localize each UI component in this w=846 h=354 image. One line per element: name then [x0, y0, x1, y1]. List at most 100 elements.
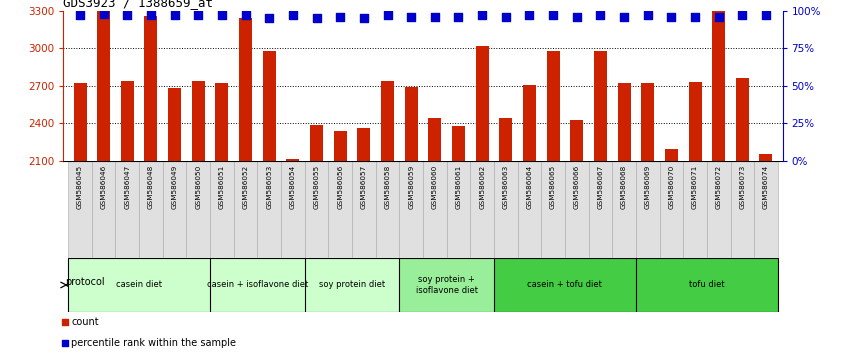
Text: count: count	[71, 317, 99, 327]
Point	[58, 341, 72, 346]
Text: GSM586052: GSM586052	[243, 165, 249, 209]
Bar	[233, 161, 257, 258]
Bar	[376, 161, 399, 258]
Text: GSM586069: GSM586069	[645, 165, 651, 209]
Point	[570, 14, 584, 19]
Point	[144, 12, 157, 18]
Bar	[494, 258, 636, 312]
Text: GSM586061: GSM586061	[455, 165, 461, 209]
Bar	[665, 149, 678, 161]
Point	[618, 14, 631, 19]
Bar	[470, 161, 494, 258]
Text: GSM586058: GSM586058	[385, 165, 391, 209]
Point	[97, 11, 111, 17]
Text: GSM586068: GSM586068	[621, 165, 627, 209]
Bar	[305, 161, 328, 258]
Text: GSM586071: GSM586071	[692, 165, 698, 209]
Bar	[570, 120, 583, 161]
Bar	[239, 18, 252, 161]
Point	[547, 12, 560, 18]
Text: casein diet: casein diet	[116, 280, 162, 290]
Text: GSM586045: GSM586045	[77, 165, 83, 209]
Text: GSM586051: GSM586051	[219, 165, 225, 209]
Bar	[641, 83, 654, 161]
Bar	[760, 154, 772, 161]
Bar	[404, 87, 418, 161]
Bar	[660, 161, 684, 258]
Text: GSM586053: GSM586053	[266, 165, 272, 209]
Text: GSM586056: GSM586056	[338, 165, 343, 209]
Point	[452, 14, 465, 19]
Bar	[97, 11, 110, 161]
Bar	[613, 161, 636, 258]
Bar	[689, 82, 701, 161]
Text: GSM586057: GSM586057	[361, 165, 367, 209]
Point	[594, 12, 607, 18]
Bar	[589, 161, 613, 258]
Bar	[541, 161, 565, 258]
Point	[310, 15, 323, 21]
Bar	[594, 51, 607, 161]
Bar	[92, 161, 116, 258]
Text: GSM586073: GSM586073	[739, 165, 745, 209]
Bar	[305, 258, 399, 312]
Text: GSM586060: GSM586060	[431, 165, 438, 209]
Bar	[145, 16, 157, 161]
Text: GSM586074: GSM586074	[763, 165, 769, 209]
Point	[665, 14, 678, 19]
Point	[404, 14, 418, 19]
Point	[475, 12, 489, 18]
Text: GSM586065: GSM586065	[550, 165, 556, 209]
Bar	[310, 125, 323, 161]
Point	[262, 15, 276, 21]
Bar	[162, 161, 186, 258]
Point	[641, 12, 655, 18]
Text: casein + isoflavone diet: casein + isoflavone diet	[206, 280, 308, 290]
Text: GSM586064: GSM586064	[526, 165, 532, 209]
Bar	[636, 161, 660, 258]
Text: GSM586059: GSM586059	[408, 165, 415, 209]
Bar	[263, 51, 276, 161]
Bar	[730, 161, 754, 258]
Text: GSM586050: GSM586050	[195, 165, 201, 209]
Bar	[352, 161, 376, 258]
Point	[689, 14, 702, 19]
Point	[239, 12, 252, 18]
Bar	[168, 88, 181, 161]
Text: protocol: protocol	[64, 277, 104, 287]
Bar	[475, 46, 489, 161]
Bar	[69, 258, 210, 312]
Text: GSM586054: GSM586054	[290, 165, 296, 209]
Point	[759, 12, 772, 18]
Bar	[684, 161, 707, 258]
Point	[735, 12, 749, 18]
Bar	[333, 131, 347, 161]
Point	[428, 14, 442, 19]
Point	[357, 15, 371, 21]
Bar	[281, 161, 305, 258]
Point	[712, 14, 726, 19]
Text: GSM586049: GSM586049	[172, 165, 178, 209]
Point	[58, 319, 72, 325]
Text: GDS3923 / 1388659_at: GDS3923 / 1388659_at	[63, 0, 213, 10]
Bar	[328, 161, 352, 258]
Bar	[452, 126, 465, 161]
Bar	[712, 11, 725, 161]
Text: GSM586070: GSM586070	[668, 165, 674, 209]
Text: tofu diet: tofu diet	[689, 280, 725, 290]
Bar	[565, 161, 589, 258]
Text: GSM586062: GSM586062	[479, 165, 485, 209]
Bar	[428, 119, 442, 161]
Bar	[523, 85, 536, 161]
Bar	[357, 129, 371, 161]
Text: GSM586047: GSM586047	[124, 165, 130, 209]
Text: GSM586055: GSM586055	[314, 165, 320, 209]
Point	[120, 12, 134, 18]
Bar	[447, 161, 470, 258]
Text: GSM586046: GSM586046	[101, 165, 107, 209]
Text: casein + tofu diet: casein + tofu diet	[528, 280, 602, 290]
Bar	[74, 83, 86, 161]
Point	[499, 14, 513, 19]
Bar	[547, 51, 559, 161]
Bar	[287, 159, 299, 161]
